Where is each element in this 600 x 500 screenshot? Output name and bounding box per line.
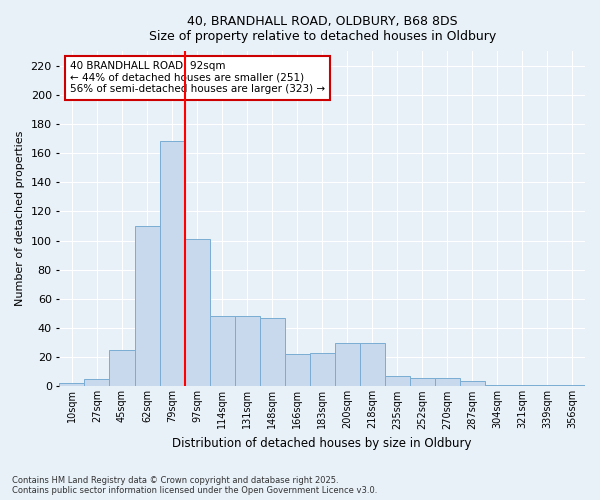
Bar: [535, 385, 560, 386]
Bar: [485, 385, 510, 386]
Bar: [460, 380, 485, 386]
Bar: [260, 318, 284, 386]
Bar: [284, 354, 310, 386]
Bar: [235, 316, 260, 386]
Bar: [435, 378, 460, 386]
Bar: [410, 378, 435, 386]
Bar: [560, 385, 585, 386]
Bar: [385, 376, 410, 386]
Y-axis label: Number of detached properties: Number of detached properties: [15, 131, 25, 306]
Text: 40 BRANDHALL ROAD: 92sqm
← 44% of detached houses are smaller (251)
56% of semi-: 40 BRANDHALL ROAD: 92sqm ← 44% of detach…: [70, 61, 325, 94]
Bar: [59, 384, 85, 386]
Bar: [185, 239, 209, 386]
X-axis label: Distribution of detached houses by size in Oldbury: Distribution of detached houses by size …: [172, 437, 472, 450]
Bar: [134, 226, 160, 386]
Bar: [85, 379, 109, 386]
Bar: [510, 385, 535, 386]
Bar: [335, 342, 360, 386]
Bar: [360, 342, 385, 386]
Bar: [209, 316, 235, 386]
Bar: [310, 353, 335, 386]
Title: 40, BRANDHALL ROAD, OLDBURY, B68 8DS
Size of property relative to detached house: 40, BRANDHALL ROAD, OLDBURY, B68 8DS Siz…: [149, 15, 496, 43]
Bar: [109, 350, 134, 387]
Bar: [160, 142, 185, 386]
Text: Contains HM Land Registry data © Crown copyright and database right 2025.
Contai: Contains HM Land Registry data © Crown c…: [12, 476, 377, 495]
